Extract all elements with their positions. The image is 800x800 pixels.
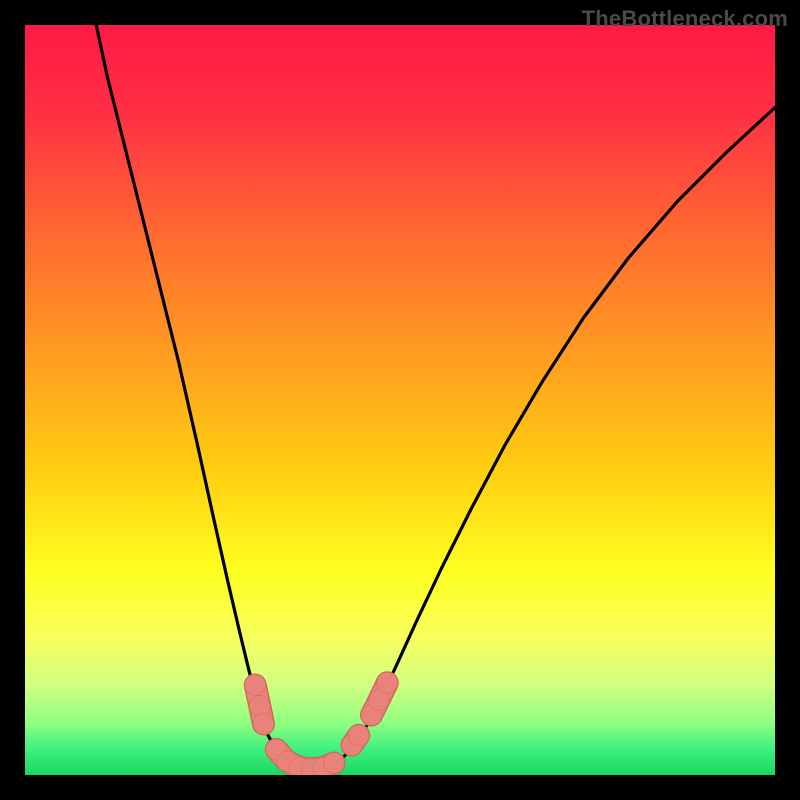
marker-dot-3-2 [377,672,398,693]
marker-dot-0-0 [245,675,266,696]
chart-frame: TheBottleneck.com [0,0,800,800]
chart-svg [25,25,775,775]
marker-dot-0-1 [249,696,270,717]
watermark-text: TheBottleneck.com [582,6,788,32]
marker-dot-2-1 [348,725,369,746]
marker-dot-1-5 [324,753,345,774]
plot-container [25,25,775,775]
marker-dot-0-2 [253,714,274,735]
gradient-background [25,25,775,775]
